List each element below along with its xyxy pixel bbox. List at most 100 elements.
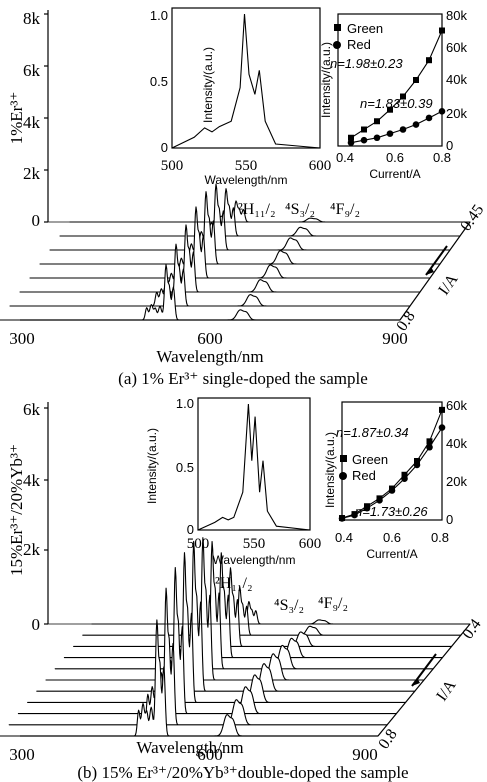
b-legend-square xyxy=(340,455,347,462)
b-pow-xtick: 0.4 xyxy=(335,530,353,545)
a-legend-square xyxy=(334,24,341,31)
b-inset-power: Green Red n=1.87±0.34 n=1.73±0.26 0.4 0.… xyxy=(323,398,467,561)
power-point xyxy=(412,121,420,128)
power-point xyxy=(426,57,432,64)
a-ytick: 2k xyxy=(23,164,41,183)
b-ytick: 2k xyxy=(23,540,41,559)
a-inset-ylabel: Intensity/(a.u.) xyxy=(201,47,215,123)
a-annot-4S: ⁴S₃/₂ xyxy=(285,201,315,218)
a-side-label: 1%Er³⁺ xyxy=(7,92,26,145)
b-inset-xtick: 500 xyxy=(187,536,210,552)
waterfall-trace xyxy=(49,183,451,251)
a-pow-ytick: 60k xyxy=(446,40,467,55)
power-point xyxy=(401,471,408,478)
a-pow-xlabel: Current/A xyxy=(369,167,420,181)
b-xlabel: Wavelength/nm xyxy=(136,738,243,757)
b-ytick: 6k xyxy=(23,400,41,419)
power-point xyxy=(413,461,421,469)
power-point xyxy=(360,136,368,144)
power-point xyxy=(438,108,446,115)
b-ytick: 0 xyxy=(32,615,41,634)
power-point xyxy=(351,511,358,519)
a-depth-tick: 0.45 xyxy=(457,202,487,235)
a-ytick: 8k xyxy=(23,9,41,28)
inset-spectrum-line xyxy=(171,13,321,149)
power-point xyxy=(414,458,420,464)
b-pow-xtick: 0.8 xyxy=(431,530,449,545)
a-inset-power: Green Red n=1.98±0.23 n=1.83±0.39 0.4 0.… xyxy=(319,8,467,181)
b-annot-4F: ⁴F₉/₂ xyxy=(318,595,348,612)
b-inset-ytick: 0 xyxy=(187,522,194,537)
a-annot-2H: ²H₁₁/₂ xyxy=(238,201,276,218)
a-xtick: 300 xyxy=(9,329,35,348)
a-legend-green: Green xyxy=(347,21,383,36)
b-inset-ylabel: Intensity/(a.u.) xyxy=(145,428,159,504)
waterfall-trace xyxy=(63,552,443,659)
a-inset-xtick: 550 xyxy=(235,158,258,174)
power-point xyxy=(413,77,419,83)
b-annot-4S: ⁴S₃/₂ xyxy=(274,597,304,614)
a-pow-xtick: 0.6 xyxy=(386,150,404,165)
a-inset-ytick: 0.5 xyxy=(150,74,168,89)
a-ytick: 0 xyxy=(32,211,41,230)
a-caption: (a) 1% Er³⁺ single-doped the sample xyxy=(118,369,368,388)
a-fit-green: n=1.98±0.23 xyxy=(330,56,403,71)
b-pow-ytick: 20k xyxy=(446,474,467,489)
b-xtick: 300 xyxy=(9,745,35,764)
a-inset-spectrum: 500 550 600 Wavelength/nm 0 0.5 1.0 Inte… xyxy=(150,7,331,187)
b-pow-xlabel: Current/A xyxy=(366,547,417,561)
b-waterfall xyxy=(0,537,471,737)
b-inset-xlabel: Wavelength/nm xyxy=(213,553,296,567)
power-point xyxy=(425,114,433,122)
b-xtick: 900 xyxy=(352,745,378,764)
a-ytick: 4k xyxy=(23,113,41,132)
power-point xyxy=(387,106,393,113)
power-point xyxy=(361,126,367,133)
b-xtick: 600 xyxy=(197,745,223,764)
power-point xyxy=(376,497,383,504)
a-fit-red: n=1.83±0.39 xyxy=(360,96,433,111)
a-inset-xlabel: Wavelength/nm xyxy=(205,173,288,187)
power-point xyxy=(363,504,371,512)
b-fit-green: n=1.87±0.34 xyxy=(336,425,409,440)
a-pow-xtick: 0.4 xyxy=(336,150,354,165)
power-point xyxy=(426,443,433,451)
power-point xyxy=(400,93,406,100)
b-annot-2H: ²H₁₁/₂ xyxy=(215,575,253,592)
waterfall-trace xyxy=(8,587,388,726)
power-point xyxy=(373,134,381,142)
a-pow-ytick: 40k xyxy=(446,72,467,87)
b-side-label: 15%Er³⁺/20%Yb³⁺ xyxy=(7,444,26,576)
waterfall-trace xyxy=(73,567,453,647)
power-point xyxy=(386,130,394,137)
waterfall-trace xyxy=(54,540,434,670)
power-point xyxy=(338,515,346,522)
b-pow-ytick: 60k xyxy=(446,398,467,413)
a-inset-ytick: 0 xyxy=(161,140,168,155)
a-depth-axis xyxy=(399,221,471,321)
a-pow-ytick: 80k xyxy=(446,8,467,23)
power-point xyxy=(439,27,445,34)
power-point xyxy=(348,134,354,141)
power-point xyxy=(388,487,396,494)
waterfall-trace xyxy=(39,191,441,265)
b-pow-ytick: 0 xyxy=(446,512,453,527)
power-point xyxy=(399,126,407,133)
a-depth-label: I/A xyxy=(435,271,461,299)
b-pow-xtick: 0.6 xyxy=(383,530,401,545)
a-legend-red: Red xyxy=(347,37,371,52)
panel-a: 0 2k 4k 6k 8k 1%Er³⁺ ²H₁₁/₂ ⁴S₃/₂ ⁴F₉/₂ … xyxy=(0,7,487,388)
a-pow-ylabel: Intensity/(a.u.) xyxy=(319,42,333,118)
b-legend-red: Red xyxy=(352,468,376,483)
a-waterfall xyxy=(0,183,471,321)
b-pow-ytick: 40k xyxy=(446,436,467,451)
a-annot-4F: ⁴F₉/₂ xyxy=(330,201,360,218)
a-inset-ytick: 1.0 xyxy=(150,8,168,23)
a-legend-circle xyxy=(333,41,341,49)
b-inset-spectrum: 500 550 600 Wavelength/nm 0 0.5 1.0 Inte… xyxy=(145,396,321,567)
a-xlabel: Wavelength/nm xyxy=(156,347,263,366)
b-inset-ytick: 1.0 xyxy=(176,396,194,411)
a-xtick: 900 xyxy=(382,329,408,348)
b-pow-ylabel: Intensity/(a.u.) xyxy=(323,432,337,508)
